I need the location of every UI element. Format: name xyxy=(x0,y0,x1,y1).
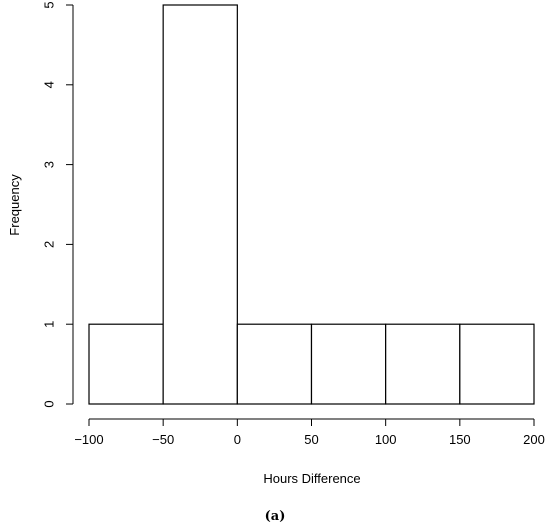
histogram-bar-4 xyxy=(385,323,461,405)
y-tick-label: 2 xyxy=(42,241,57,248)
y-tick-label: 0 xyxy=(42,400,57,407)
x-axis-label: Hours Difference xyxy=(263,471,360,486)
histogram-bars xyxy=(88,4,535,405)
y-tick-label: 3 xyxy=(42,161,57,168)
x-tick-label: 150 xyxy=(449,432,471,447)
x-tick-label: 200 xyxy=(523,432,545,447)
y-tick-label: 1 xyxy=(42,321,57,328)
histogram-bar-3 xyxy=(310,323,387,405)
x-tick-label: 0 xyxy=(234,432,241,447)
x-tick-label: 100 xyxy=(375,432,397,447)
y-axis: 0 1 2 3 4 5 xyxy=(42,1,74,408)
x-tick-label: −100 xyxy=(74,432,103,447)
histogram-bar-5 xyxy=(459,323,535,405)
figure-caption: (a) xyxy=(265,509,286,524)
x-tick-label: −50 xyxy=(152,432,174,447)
histogram-bar-0 xyxy=(88,323,164,405)
x-axis: −100 −50 0 50 100 150 200 xyxy=(74,418,545,447)
histogram-bar-1 xyxy=(162,4,238,405)
y-tick-label: 4 xyxy=(42,81,57,88)
y-tick-label: 5 xyxy=(42,1,57,8)
x-tick-label: 50 xyxy=(304,432,318,447)
histogram-bar-2 xyxy=(236,323,313,405)
y-axis-label: Frequency xyxy=(7,174,22,236)
